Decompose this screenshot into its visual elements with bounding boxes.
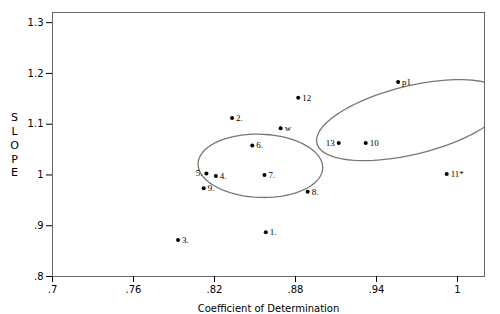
svg-text:7.: 7. (268, 170, 275, 180)
svg-text:SLOPE: SLOPE (10, 111, 19, 179)
svg-text:1.2: 1.2 (28, 68, 44, 79)
svg-text:.82: .82 (207, 284, 223, 295)
svg-text:13: 13 (326, 138, 336, 148)
svg-text:10: 10 (370, 138, 380, 148)
svg-text:3.: 3. (182, 235, 189, 245)
svg-text:.94: .94 (369, 284, 385, 295)
svg-text:12: 12 (302, 93, 311, 103)
svg-text:Coefficient of Determination: Coefficient of Determination (198, 303, 340, 314)
svg-text:.8: .8 (34, 271, 44, 282)
svg-text:1.: 1. (270, 227, 277, 237)
svg-text:1: 1 (454, 284, 460, 295)
svg-text:.9: .9 (34, 220, 44, 231)
svg-text:.7: .7 (48, 284, 58, 295)
svg-text:.88: .88 (288, 284, 304, 295)
svg-text:w: w (285, 123, 292, 133)
svg-text:2.: 2. (236, 113, 243, 123)
svg-text:1.3: 1.3 (28, 17, 44, 28)
svg-text:p1: p1 (402, 77, 411, 87)
svg-text:4.: 4. (220, 171, 227, 181)
svg-text:9.: 9. (208, 183, 215, 193)
svg-text:1.1: 1.1 (28, 118, 44, 129)
svg-text:6.: 6. (256, 140, 263, 150)
svg-text:1: 1 (37, 169, 43, 180)
svg-text:11*: 11* (451, 169, 465, 179)
svg-text:8.: 8. (312, 187, 319, 197)
svg-text:.76: .76 (126, 284, 142, 295)
svg-text:5.: 5. (196, 168, 203, 178)
